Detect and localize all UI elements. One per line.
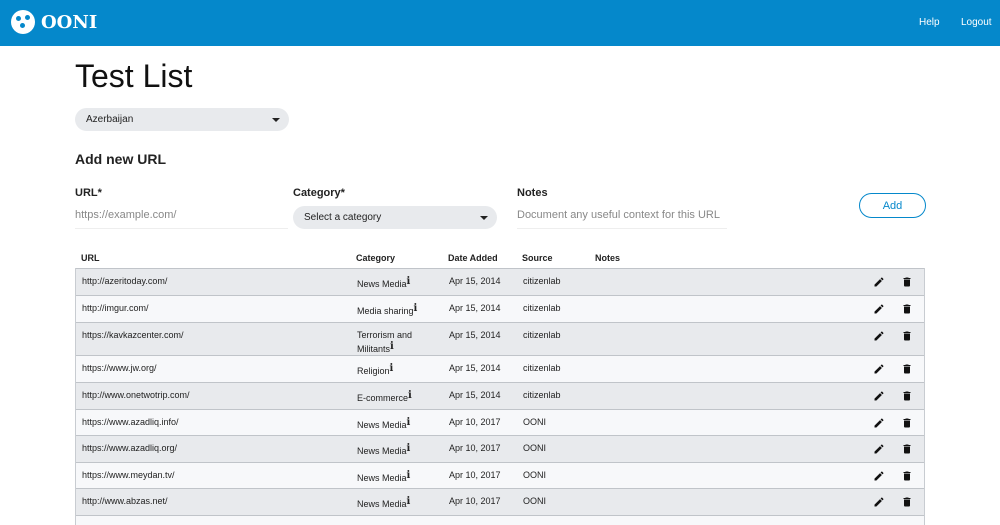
brand-name: OONI — [41, 11, 98, 33]
row-url: http://www.onetwotrip.com/ — [82, 390, 190, 400]
header-source: Source — [522, 253, 553, 263]
table-row — [76, 515, 924, 525]
row-date: Apr 15, 2014 — [449, 390, 501, 400]
row-url: https://www.meydan.tv/ — [82, 470, 175, 480]
edit-icon[interactable] — [873, 276, 885, 288]
category-select[interactable]: Select a category — [293, 206, 497, 229]
row-category: News Mediai — [357, 276, 411, 289]
info-icon[interactable]: i — [390, 341, 394, 352]
ooni-logo-icon — [11, 10, 35, 34]
row-date: Apr 10, 2017 — [449, 417, 501, 427]
row-category: News Mediai — [357, 417, 411, 430]
header-notes: Notes — [595, 253, 621, 263]
info-icon[interactable]: i — [406, 417, 411, 428]
notes-label: Notes — [517, 187, 548, 199]
row-source: OONI — [523, 496, 547, 506]
country-select[interactable]: Azerbaijan — [75, 108, 289, 131]
logout-link[interactable]: Logout — [961, 17, 992, 28]
info-icon[interactable]: i — [406, 276, 411, 287]
row-date: Apr 10, 2017 — [449, 443, 501, 453]
table-row: http://www.abzas.net/ News Mediai Apr 10… — [76, 488, 924, 515]
row-source: OONI — [523, 443, 547, 453]
page-title: Test List — [75, 58, 193, 94]
notes-input[interactable]: Document any useful context for this URL — [517, 205, 727, 229]
row-date: Apr 10, 2017 — [449, 470, 501, 480]
header-url: URL — [81, 253, 100, 263]
row-source: citizenlab — [523, 276, 561, 286]
delete-icon[interactable] — [901, 417, 913, 429]
edit-icon[interactable] — [873, 363, 885, 375]
info-icon[interactable]: i — [406, 470, 411, 481]
row-source: citizenlab — [523, 330, 561, 340]
info-icon[interactable]: i — [406, 443, 411, 454]
row-date: Apr 10, 2017 — [449, 496, 501, 506]
edit-icon[interactable] — [873, 390, 885, 402]
delete-icon[interactable] — [901, 470, 913, 482]
row-category: Terrorism and Militantsi — [357, 330, 413, 354]
delete-icon[interactable] — [901, 330, 913, 342]
row-source: OONI — [523, 417, 547, 427]
row-date: Apr 15, 2014 — [449, 303, 501, 313]
url-table: http://azeritoday.com/ News Mediai Apr 1… — [75, 268, 925, 525]
country-select-value: Azerbaijan — [86, 114, 134, 125]
row-date: Apr 15, 2014 — [449, 330, 501, 340]
edit-icon[interactable] — [873, 417, 885, 429]
edit-icon[interactable] — [873, 330, 885, 342]
row-source: citizenlab — [523, 303, 561, 313]
table-row: https://www.azadliq.org/ News Mediai Apr… — [76, 435, 924, 462]
header-category: Category — [356, 253, 396, 263]
row-category: News Mediai — [357, 443, 411, 456]
info-icon[interactable]: i — [413, 303, 418, 314]
table-row: http://imgur.com/ Media sharingi Apr 15,… — [76, 295, 924, 322]
row-category: Religioni — [357, 363, 394, 376]
url-label: URL* — [75, 187, 102, 199]
row-url: http://azeritoday.com/ — [82, 276, 168, 286]
delete-icon[interactable] — [901, 276, 913, 288]
row-category: News Mediai — [357, 496, 411, 509]
row-source: OONI — [523, 470, 547, 480]
delete-icon[interactable] — [901, 363, 913, 375]
row-source: citizenlab — [523, 363, 561, 373]
url-input[interactable]: https://example.com/ — [75, 205, 288, 229]
category-select-placeholder: Select a category — [304, 212, 382, 223]
delete-icon[interactable] — [901, 303, 913, 315]
delete-icon[interactable] — [901, 496, 913, 508]
add-button[interactable]: Add — [859, 193, 926, 218]
row-category: E-commercei — [357, 390, 412, 403]
top-nav: OONI Help Logout — [0, 0, 1000, 46]
table-row: https://www.jw.org/ Religioni Apr 15, 20… — [76, 355, 924, 382]
table-row: https://www.meydan.tv/ News Mediai Apr 1… — [76, 462, 924, 488]
row-url: https://kavkazcenter.com/ — [82, 330, 184, 340]
row-url: https://www.azadliq.info/ — [82, 417, 179, 427]
info-icon[interactable]: i — [408, 390, 412, 401]
row-category: News Mediai — [357, 470, 411, 483]
row-source: citizenlab — [523, 390, 561, 400]
table-row: http://azeritoday.com/ News Mediai Apr 1… — [76, 268, 924, 295]
row-url: http://www.abzas.net/ — [82, 496, 168, 506]
row-category: Media sharingi — [357, 303, 418, 316]
edit-icon[interactable] — [873, 303, 885, 315]
ooni-logo[interactable]: OONI — [11, 10, 97, 34]
header-date: Date Added — [448, 253, 498, 263]
table-row: http://www.onetwotrip.com/ E-commercei A… — [76, 382, 924, 409]
info-icon[interactable]: i — [406, 496, 411, 507]
caret-down-icon — [480, 215, 488, 220]
row-url: https://www.azadliq.org/ — [82, 443, 178, 453]
table-row: https://kavkazcenter.com/ Terrorism and … — [76, 322, 924, 355]
add-url-heading: Add new URL — [75, 151, 166, 167]
delete-icon[interactable] — [901, 390, 913, 402]
edit-icon[interactable] — [873, 470, 885, 482]
help-link[interactable]: Help — [919, 17, 940, 28]
edit-icon[interactable] — [873, 443, 885, 455]
edit-icon[interactable] — [873, 496, 885, 508]
row-date: Apr 15, 2014 — [449, 363, 501, 373]
row-date: Apr 15, 2014 — [449, 276, 501, 286]
row-url: https://www.jw.org/ — [82, 363, 157, 373]
caret-down-icon — [272, 117, 280, 122]
category-label: Category* — [293, 187, 345, 199]
table-row: https://www.azadliq.info/ News Mediai Ap… — [76, 409, 924, 435]
delete-icon[interactable] — [901, 443, 913, 455]
row-url: http://imgur.com/ — [82, 303, 149, 313]
info-icon[interactable]: i — [389, 363, 394, 374]
